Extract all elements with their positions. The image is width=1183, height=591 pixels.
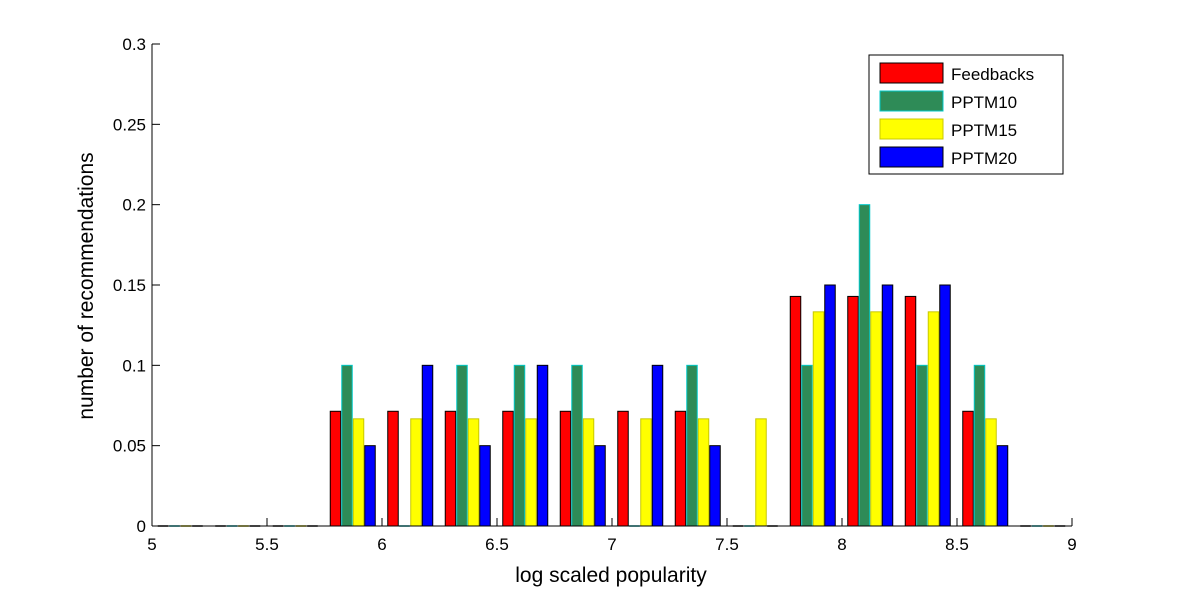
bar-pptm20 bbox=[421, 364, 434, 527]
bar-feedbacks bbox=[387, 410, 399, 527]
legend-label-pptm20: PPTM20 bbox=[951, 149, 1017, 168]
bar-feedbacks bbox=[847, 295, 859, 527]
y-tick-label: 0.25 bbox=[113, 115, 146, 134]
bar-pptm20 bbox=[364, 445, 376, 527]
x-axis-title: log scaled popularity bbox=[515, 564, 707, 587]
legend-swatch-feedbacks bbox=[879, 62, 944, 84]
bars bbox=[157, 204, 1066, 527]
bar-feedbacks bbox=[559, 410, 572, 527]
y-tick-label: 0.3 bbox=[122, 35, 146, 54]
bar-pptm10 bbox=[686, 364, 698, 527]
x-tick-label: 6.5 bbox=[485, 535, 509, 554]
bar-feedbacks bbox=[789, 295, 802, 527]
bar-pptm15 bbox=[697, 418, 710, 527]
legend-swatch-pptm20 bbox=[879, 146, 944, 168]
bar-pptm15 bbox=[410, 418, 422, 527]
y-tick-label: 0.1 bbox=[122, 356, 146, 375]
bar-pptm20 bbox=[939, 284, 951, 527]
bar-pptm10 bbox=[341, 364, 353, 527]
bar-pptm20 bbox=[479, 445, 491, 527]
bar-pptm20 bbox=[824, 284, 836, 527]
y-tick-label: 0.2 bbox=[122, 196, 146, 215]
axes: 5 5.5 6 6.5 7 7.5 8 8.5 9 0 0.05 0.1 0.15 0.2 0.25 0.3 bbox=[113, 35, 1077, 554]
bar-pptm15 bbox=[467, 418, 480, 527]
x-tick-label: 7.5 bbox=[715, 535, 739, 554]
bar-feedbacks bbox=[329, 410, 342, 527]
y-tick-label: 0.15 bbox=[113, 276, 146, 295]
x-tick-label: 7 bbox=[607, 535, 616, 554]
bar-pptm20 bbox=[594, 445, 606, 527]
bar-pptm10 bbox=[801, 364, 813, 527]
y-axis-title: number of recommendations bbox=[75, 152, 98, 419]
bar-feedbacks bbox=[502, 410, 514, 527]
x-tick-label: 8 bbox=[837, 535, 846, 554]
x-tick-label: 5.5 bbox=[255, 535, 279, 554]
legend: Feedbacks PPTM10 PPTM15 PPTM20 bbox=[868, 54, 1064, 175]
bar-pptm10 bbox=[456, 364, 468, 527]
bar-pptm10 bbox=[571, 364, 583, 527]
bar-pptm15 bbox=[985, 418, 997, 527]
legend-label-pptm15: PPTM15 bbox=[951, 121, 1017, 140]
bar-pptm15 bbox=[870, 311, 882, 527]
y-tick-label: 0 bbox=[137, 517, 146, 536]
bar-pptm20 bbox=[996, 445, 1009, 527]
legend-label-pptm10: PPTM10 bbox=[951, 93, 1017, 112]
x-tick-label: 6 bbox=[377, 535, 386, 554]
bar-feedbacks bbox=[444, 410, 457, 527]
bar-pptm20 bbox=[881, 284, 894, 527]
bar-pptm10 bbox=[916, 364, 928, 527]
bar-pptm20 bbox=[536, 364, 549, 527]
bar-pptm15 bbox=[640, 418, 652, 527]
bar-pptm15 bbox=[755, 418, 767, 527]
legend-label-feedbacks: Feedbacks bbox=[951, 65, 1034, 84]
y-tick-label: 0.05 bbox=[113, 437, 146, 456]
bar-feedbacks bbox=[674, 410, 687, 527]
legend-swatch-pptm15 bbox=[879, 118, 944, 140]
bar-feedbacks bbox=[904, 295, 917, 527]
bar-pptm15 bbox=[582, 418, 595, 527]
bar-pptm15 bbox=[525, 418, 537, 527]
x-tick-label: 5 bbox=[147, 535, 156, 554]
bar-pptm10 bbox=[973, 364, 986, 527]
bar-feedbacks bbox=[617, 410, 629, 527]
bar-pptm10 bbox=[513, 364, 526, 527]
x-tick-label: 8.5 bbox=[945, 535, 969, 554]
legend-swatch-pptm10 bbox=[879, 90, 944, 112]
bar-pptm15 bbox=[352, 418, 365, 527]
bar-pptm20 bbox=[651, 364, 664, 527]
bar-feedbacks bbox=[962, 410, 974, 527]
bar-pptm15 bbox=[927, 311, 940, 527]
bar-pptm10 bbox=[858, 204, 871, 527]
bar-pptm20 bbox=[709, 445, 721, 527]
x-tick-label: 9 bbox=[1067, 535, 1076, 554]
bar-pptm15 bbox=[812, 311, 825, 527]
